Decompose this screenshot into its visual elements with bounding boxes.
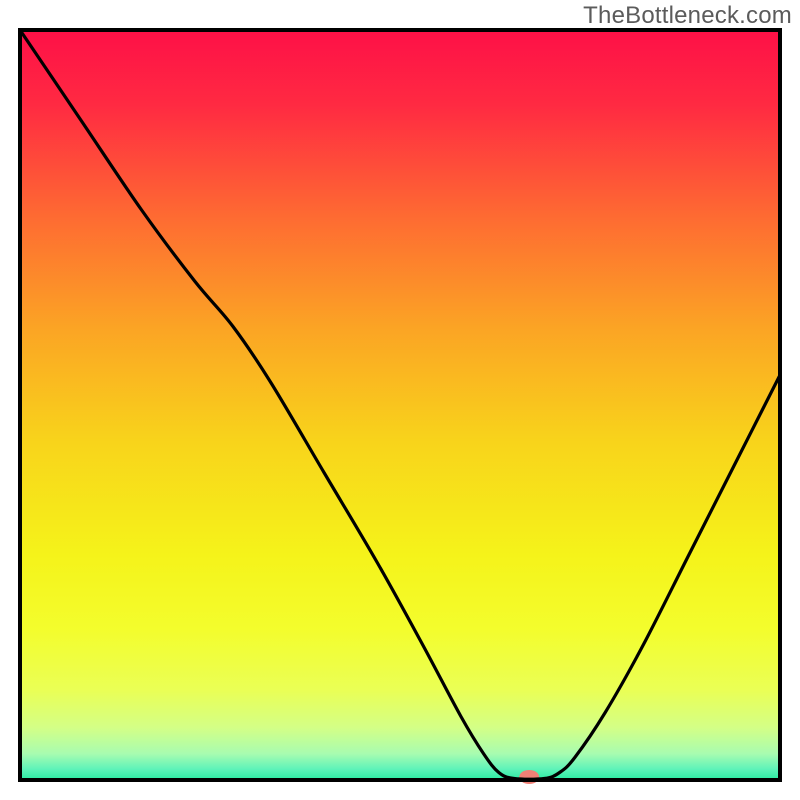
plot-background: [20, 30, 780, 780]
chart-svg: [0, 0, 800, 800]
bottleneck-chart: TheBottleneck.com: [0, 0, 800, 800]
watermark-text: TheBottleneck.com: [583, 2, 792, 30]
